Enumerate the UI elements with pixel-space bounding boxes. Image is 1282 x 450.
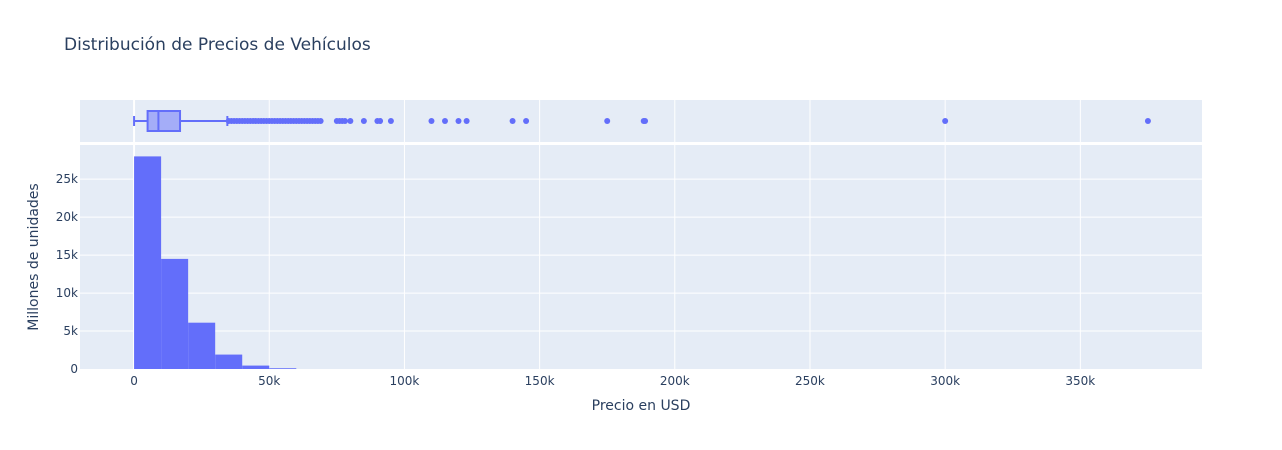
x-tick-label: 100k: [390, 374, 420, 388]
box-outlier-point: [455, 118, 462, 124]
y-tick-label: 0: [70, 362, 78, 376]
y-tick-label: 25k: [56, 172, 78, 186]
box-outlier-point: [509, 118, 516, 124]
histogram-bar: [134, 156, 162, 369]
box-outlier-point: [1144, 118, 1151, 124]
histogram-panel: [80, 145, 1202, 369]
box-outlier-point: [604, 118, 611, 124]
box-outlier-point: [347, 118, 354, 124]
histogram-bar: [215, 354, 243, 369]
box-iqr: [146, 110, 182, 132]
box-outlier-point: [341, 118, 348, 124]
box-outlier-point: [317, 118, 324, 124]
x-tick-label: 0: [130, 374, 138, 388]
box-outlier-point: [463, 118, 470, 124]
x-tick-label: 250k: [795, 374, 825, 388]
histogram-bars: [134, 156, 297, 369]
box-outlier-point: [387, 118, 394, 124]
box-outlier-point: [360, 118, 367, 124]
histogram-bar: [269, 368, 297, 369]
histogram-bar: [161, 258, 189, 369]
box-outlier-point: [441, 118, 448, 124]
y-tick-label: 10k: [56, 286, 78, 300]
box-plot: [133, 110, 1151, 132]
box-outlier-point: [642, 118, 649, 124]
box-outlier-point: [523, 118, 530, 124]
histogram-bar: [242, 365, 270, 369]
y-tick-label: 20k: [56, 210, 78, 224]
box-outlier-point: [428, 118, 435, 124]
y-tick-label: 5k: [63, 324, 78, 338]
box-outlier-point: [942, 118, 949, 124]
y-axis-ticks: 0 5k 10k 15k 20k 25k: [56, 172, 78, 376]
x-tick-label: 50k: [258, 374, 280, 388]
x-axis-title: Precio en USD: [592, 398, 691, 414]
box-outlier-point: [377, 118, 384, 124]
y-tick-label: 15k: [56, 248, 78, 262]
y-axis-title: Millones de unidades: [26, 183, 42, 330]
x-tick-label: 200k: [660, 374, 690, 388]
histogram-bar: [188, 322, 216, 369]
chart-title: Distribución de Precios de Vehículos: [64, 35, 371, 55]
x-tick-label: 300k: [930, 374, 960, 388]
x-tick-label: 350k: [1065, 374, 1095, 388]
x-axis-ticks: 0 50k 100k 150k 200k 250k 300k 350k: [130, 374, 1095, 388]
histogram-gridlines: [80, 145, 1202, 369]
x-tick-label: 150k: [525, 374, 555, 388]
